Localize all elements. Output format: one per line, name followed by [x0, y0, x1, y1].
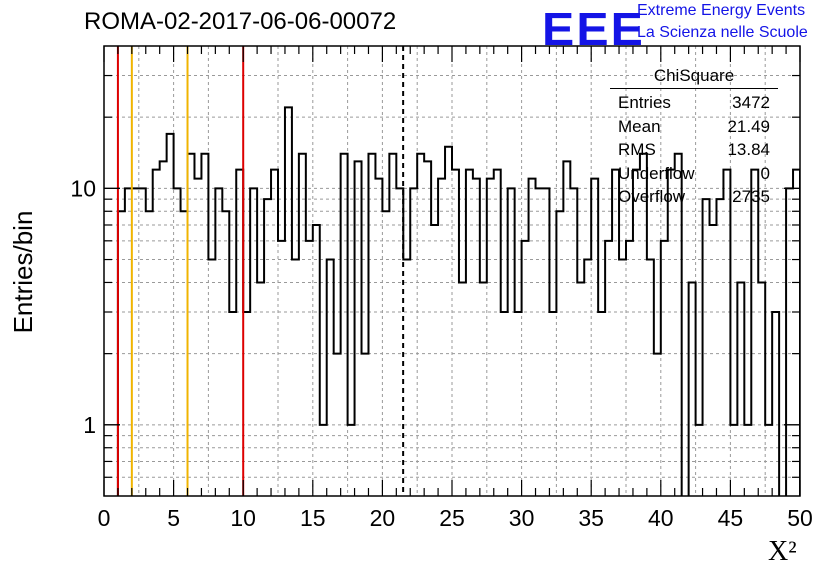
x-tick-label: 30 [509, 505, 535, 531]
stats-box: ChiSquare Entries 3472 Mean 21.49 RMS 13… [610, 66, 778, 209]
x-axis-label: X² [768, 536, 797, 567]
x-tick-label: 0 [98, 505, 111, 531]
x-tick-label: 45 [718, 505, 744, 531]
logo-line-2: La Scienza nelle Scuole [637, 24, 808, 41]
chart-title: ROMA-02-2017-06-06-00072 [84, 8, 397, 35]
y-tick-label: 1 [83, 412, 96, 438]
stats-row-mean: Mean 21.49 [610, 115, 778, 139]
logo-line-1: Extreme Energy Events [637, 2, 806, 19]
eee-logo: EEE [542, 3, 645, 55]
stats-row-entries: Entries 3472 [610, 91, 778, 115]
stats-value: 21.49 [727, 116, 770, 136]
x-tick-label: 5 [167, 505, 180, 531]
stats-header: ChiSquare [610, 66, 778, 89]
stats-label: RMS [618, 140, 656, 159]
y-tick-label: 10 [70, 175, 96, 201]
stats-value: 2735 [732, 187, 770, 206]
x-tick-label: 15 [300, 505, 326, 531]
histogram-bars [116, 106, 800, 496]
stats-label: Mean [618, 116, 661, 136]
x-tick-label: 40 [648, 505, 674, 531]
x-tick-label: 20 [370, 505, 396, 531]
stats-value: 13.84 [727, 140, 770, 159]
stats-row-underflow: Underflow 0 [610, 162, 778, 186]
x-tick-label: 25 [439, 505, 465, 531]
stats-value: 0 [760, 163, 770, 183]
stats-value: 3472 [732, 93, 770, 112]
x-tick-label: 50 [787, 505, 813, 531]
stats-label: Entries [618, 93, 671, 112]
y-axis-label: Entries/bin [8, 210, 38, 334]
stats-row-overflow: Overflow 2735 [610, 185, 778, 209]
stats-row-rms: RMS 13.84 [610, 138, 778, 162]
stats-label: Overflow [618, 187, 686, 206]
stats-label: Underflow [618, 163, 695, 183]
x-tick-label: 10 [230, 505, 256, 531]
x-tick-label: 35 [578, 505, 604, 531]
